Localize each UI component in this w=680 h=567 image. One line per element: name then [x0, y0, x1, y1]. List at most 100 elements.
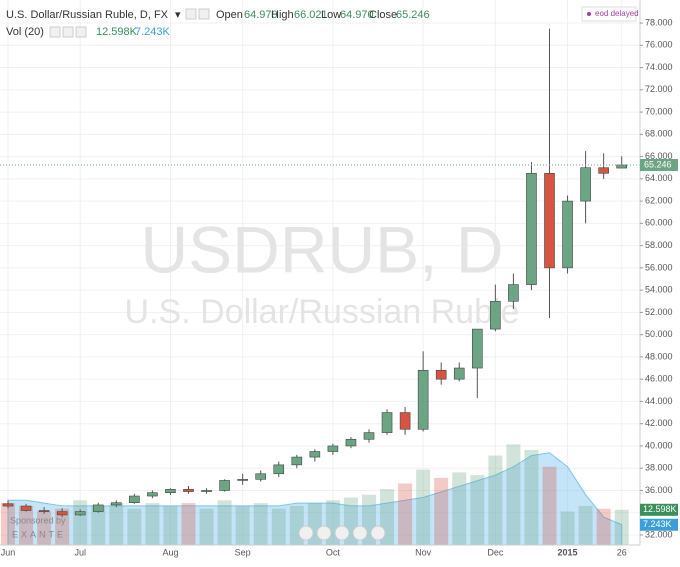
- scroll-left[interactable]: [298, 525, 314, 541]
- candle-body: [74, 511, 86, 516]
- x-tick-label: 26: [617, 547, 627, 557]
- volume-bar: [524, 449, 539, 545]
- candle-body: [92, 504, 104, 512]
- candle-body: [183, 489, 194, 492]
- volume-bar: [37, 511, 52, 545]
- y-tick-label: 52.000: [645, 307, 673, 317]
- y-tick-label: 58.000: [645, 240, 673, 250]
- candle-body: [201, 490, 212, 492]
- close-value: 65.246: [396, 9, 430, 21]
- y-tick-label: 36.000: [645, 485, 673, 495]
- candle-body: [562, 200, 573, 269]
- y-tick-label: 72.000: [645, 84, 673, 94]
- volume-bar: [163, 505, 178, 545]
- high-label: High: [271, 9, 294, 21]
- volume-ma-tag: [640, 518, 678, 531]
- volume-close[interactable]: [75, 26, 87, 38]
- y-tick-label: 62.000: [645, 195, 673, 205]
- candle-body: [327, 445, 339, 452]
- volume-bar: [470, 475, 485, 545]
- volume-hide[interactable]: [62, 26, 74, 38]
- open-value: 64.970: [244, 9, 278, 21]
- scroll-right[interactable]: [370, 525, 386, 541]
- volume-bar: [145, 503, 160, 545]
- candle-body: [471, 328, 483, 369]
- volume-bar: [452, 472, 467, 545]
- zoom-out[interactable]: [316, 525, 332, 541]
- y-tick-label: 60.000: [645, 218, 673, 228]
- volume-bar: [560, 511, 575, 545]
- volume-bar: [19, 505, 34, 545]
- y-tick-label: 68.000: [645, 129, 673, 139]
- settings-button[interactable]: [185, 8, 197, 20]
- candle-body: [147, 492, 158, 497]
- volume-bar: [271, 508, 286, 545]
- candle-body: [237, 479, 248, 481]
- sponsor-name: EXANTE: [12, 529, 66, 539]
- volume-bar: [199, 508, 214, 545]
- y-tick-label: 76.000: [645, 40, 673, 50]
- candle-body: [508, 284, 519, 302]
- volume-tag-label: 12.598K: [643, 504, 677, 514]
- y-tick-label: 66.000: [645, 151, 673, 161]
- candle-body: [490, 300, 501, 330]
- volume-bar: [127, 508, 142, 545]
- hide-button[interactable]: [198, 8, 210, 20]
- toolbar: [298, 525, 386, 541]
- volume-ma-value: 7.243K: [135, 26, 171, 38]
- candle-body: [526, 172, 537, 285]
- y-tick-label: 46.000: [645, 374, 673, 384]
- volume-bar: [398, 483, 413, 545]
- volume-bar: [73, 500, 88, 545]
- volume-bar: [91, 505, 106, 545]
- candle-body: [363, 432, 375, 440]
- candle-body: [38, 510, 50, 512]
- low-value: 64.970: [340, 9, 374, 21]
- y-tick-label: 54.000: [645, 285, 673, 295]
- reset[interactable]: [334, 525, 350, 541]
- x-tick-label: Aug: [162, 547, 178, 557]
- volume-ma-tag-label: 7.243K: [643, 519, 672, 529]
- y-tick-label: 42.000: [645, 418, 673, 428]
- candle-body: [165, 489, 176, 493]
- candle-body: [417, 369, 429, 430]
- price-pane: [0, 28, 640, 518]
- last-price-tag: [640, 158, 678, 171]
- high-value: 66.021: [294, 9, 328, 21]
- volume-bar: [181, 503, 196, 545]
- watermark-subtitle: U.S. Dollar/Russian Ruble: [125, 293, 520, 331]
- volume-bar: [596, 508, 611, 545]
- candle-body: [219, 480, 230, 491]
- menu-arrow[interactable]: ▾: [175, 9, 181, 21]
- candle-body: [56, 511, 68, 516]
- y-tick-label: 70.000: [645, 106, 673, 116]
- y-tick-label: 40.000: [645, 440, 673, 450]
- volume-bar: [109, 503, 124, 545]
- status-dot: [587, 12, 591, 16]
- candle-body: [544, 172, 555, 269]
- grid: [0, 0, 640, 545]
- candle-body: [129, 495, 140, 504]
- volume-name: Vol (20): [6, 26, 44, 38]
- y-tick-label: 32.000: [645, 529, 673, 539]
- candle-body: [435, 369, 447, 380]
- volume-bar: [416, 469, 431, 545]
- x-tick-label: Oct: [326, 547, 341, 557]
- candle-body: [273, 464, 285, 475]
- time-axis: [0, 545, 680, 562]
- sponsor-label: Sponsored by: [10, 515, 66, 525]
- volume-settings[interactable]: [49, 26, 61, 38]
- volume-bar: [235, 505, 250, 545]
- open-label: Open: [216, 9, 243, 21]
- y-tick-label: 50.000: [645, 329, 673, 339]
- zoom-in[interactable]: [352, 525, 368, 541]
- x-tick-label: Jun: [1, 547, 16, 557]
- volume-bar: [217, 500, 232, 545]
- axes: 32.00034.00036.00038.00040.00042.00044.0…: [1, 17, 678, 557]
- status: eod delayed: [595, 9, 639, 18]
- candle-body: [598, 167, 609, 174]
- volume-bar: [488, 455, 503, 545]
- volume-bar: [253, 503, 268, 545]
